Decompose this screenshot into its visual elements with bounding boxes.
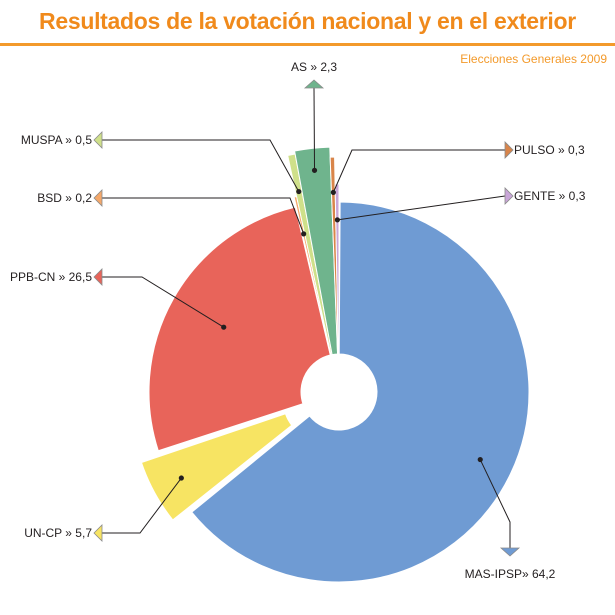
arrow-marker-pulso <box>504 141 514 159</box>
arrow-marker-un-cp <box>93 524 103 542</box>
arrow-marker-ppb-cn <box>93 268 103 286</box>
arrow-marker-muspa <box>93 131 103 149</box>
slice-ppb-cn <box>148 206 331 452</box>
slice-gente <box>334 183 340 355</box>
label-pulso: PULSO » 0,3 <box>514 143 585 157</box>
leader-dot-mas-ipsp <box>477 456 483 463</box>
label-ppb-cn: PPB-CN » 26,5 <box>10 270 92 284</box>
leader-dot-bsd <box>301 231 307 237</box>
slice-un-cp <box>140 413 293 521</box>
arrow-marker-bsd <box>93 189 103 207</box>
leader-line-bsd <box>102 197 305 235</box>
leader-dot-un-cp <box>178 475 184 481</box>
leader-line-muspa <box>102 139 300 192</box>
leader-line-un-cp <box>102 477 182 534</box>
label-as: AS » 2,3 <box>291 60 337 74</box>
leader-line-mas-ipsp <box>479 459 511 548</box>
label-un-cp: UN-CP » 5,7 <box>24 526 92 540</box>
arrow-marker-as <box>303 79 325 89</box>
arrow-marker-gente <box>504 187 514 205</box>
slice-mas-ipsp <box>191 201 530 583</box>
header-bar: Resultados de la votación nacional y en … <box>0 0 615 46</box>
leader-line-gente <box>337 195 506 221</box>
label-muspa: MUSPA » 0,5 <box>21 133 92 147</box>
label-bsd: BSD » 0,2 <box>37 191 92 205</box>
leader-dot-as <box>311 167 318 173</box>
label-mas-ipsp: MAS-IPSP» 64,2 <box>465 567 556 581</box>
slice-as <box>294 146 339 356</box>
arrow-marker-mas-ipsp <box>499 547 521 557</box>
leader-dot-pulso <box>330 189 336 195</box>
chart-subtitle: Elecciones Generales 2009 <box>460 52 607 66</box>
leader-line-pulso <box>332 149 505 193</box>
leader-line-ppb-cn <box>102 276 224 328</box>
leader-dot-muspa <box>296 188 302 195</box>
leader-line-as <box>313 87 316 171</box>
label-gente: GENTE » 0,3 <box>514 189 586 203</box>
page-title: Resultados de la votación nacional y en … <box>39 8 576 34</box>
leader-dot-gente <box>334 217 340 223</box>
leader-dot-ppb-cn <box>221 324 227 330</box>
